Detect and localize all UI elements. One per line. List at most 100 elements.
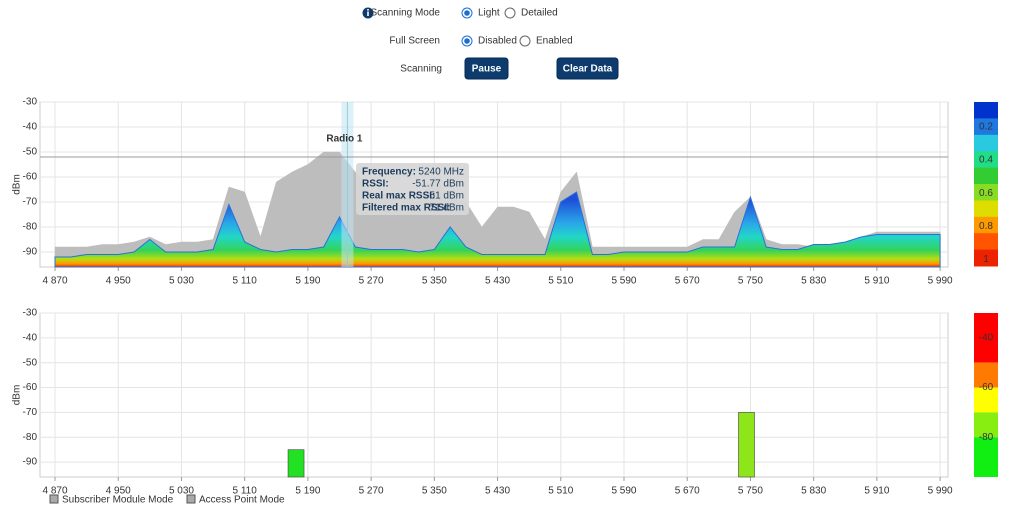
x-tick-label: 5 670 <box>675 486 700 497</box>
y-tick-label: -80 <box>23 222 38 233</box>
colorbar-label: 0.4 <box>979 155 993 166</box>
radio-label[interactable]: Enabled <box>536 36 573 47</box>
x-tick-label: 5 910 <box>864 276 889 287</box>
x-tick-label: 5 270 <box>359 276 384 287</box>
y-axis-label: dBm <box>12 174 23 195</box>
button-label[interactable]: Pause <box>472 64 502 75</box>
radio-option[interactable]: Light <box>461 7 500 19</box>
y-tick-label: -40 <box>23 332 38 343</box>
x-tick-label: 5 030 <box>169 486 194 497</box>
colorbar-label: 0.6 <box>979 188 993 199</box>
colorbar-label: 0.2 <box>979 121 993 132</box>
x-tick-label: 5 830 <box>801 276 826 287</box>
tooltip-key: RSSI: <box>362 179 389 190</box>
legend-label[interactable]: Access Point Mode <box>199 495 285 506</box>
bar <box>738 412 755 478</box>
tooltip-key: Frequency: <box>362 167 416 178</box>
x-tick-label: 4 870 <box>42 486 67 497</box>
x-tick-label: 4 870 <box>42 276 67 287</box>
button-bg[interactable] <box>556 57 619 80</box>
radio-option[interactable]: Disabled <box>461 35 517 47</box>
control-label: Scanning <box>400 64 442 75</box>
radio-label[interactable]: Disabled <box>478 36 517 47</box>
button-bg[interactable] <box>464 57 509 80</box>
button[interactable]: Pause <box>464 57 509 80</box>
tooltip-value: -71 dBm <box>426 203 464 214</box>
button[interactable]: Clear Data <box>556 57 619 80</box>
colorbar-band <box>974 362 998 388</box>
y-tick-label: -50 <box>23 357 38 368</box>
chart: 4 870 4 950 5 030 5 110 5 190 5 270 5 350 5 430… <box>12 308 998 506</box>
radio[interactable] <box>519 35 531 47</box>
tooltip-bg <box>356 163 469 215</box>
y-tick-label: -70 <box>23 197 38 208</box>
legend-swatch[interactable] <box>49 494 59 504</box>
colorbar-band <box>974 200 998 218</box>
y-tick-label: -30 <box>23 97 38 108</box>
colorbar-band <box>974 167 998 185</box>
y-tick-label: -30 <box>23 308 38 319</box>
x-tick-label: 5 350 <box>422 486 447 497</box>
annotation: Radio 1 <box>326 134 363 145</box>
tooltip-value: -51.77 dBm <box>412 179 464 190</box>
x-tick-label: 5 590 <box>611 276 636 287</box>
button-label[interactable]: Clear Data <box>563 64 613 75</box>
radio-dot[interactable] <box>464 10 470 16</box>
colorbar-band <box>974 233 998 251</box>
legend-item[interactable]: Subscriber Module Mode <box>49 494 174 506</box>
info-icon <box>362 7 374 19</box>
colorbar-label: -40 <box>979 332 994 343</box>
legend-swatch[interactable] <box>186 494 196 504</box>
colorbar-band <box>974 151 998 169</box>
tooltip-value: 5240 MHz <box>418 167 464 178</box>
x-tick-label: 5 750 <box>738 486 763 497</box>
radio-option[interactable]: Detailed <box>504 7 558 19</box>
y-tick-label: -90 <box>23 247 38 258</box>
legend-item[interactable]: Access Point Mode <box>186 494 285 506</box>
x-tick-label: 5 670 <box>675 276 700 287</box>
colorbar-label: 0.8 <box>979 221 993 232</box>
x-tick-label: 5 110 <box>233 276 258 287</box>
radio-dot[interactable] <box>464 38 470 44</box>
x-tick-label: 5 590 <box>611 486 636 497</box>
x-tick-label: 5 190 <box>295 276 320 287</box>
x-tick-label: 5 190 <box>295 486 320 497</box>
x-tick-label: 5 990 <box>928 276 953 287</box>
y-axis-label: dBm <box>12 385 23 406</box>
density-area <box>54 191 941 268</box>
colorbar-band <box>974 102 998 119</box>
x-tick-label: 5 030 <box>169 276 194 287</box>
x-tick-label: 4 950 <box>106 276 131 287</box>
plot-area <box>39 312 949 478</box>
x-tick-label: 5 910 <box>864 486 889 497</box>
radio-label[interactable]: Light <box>478 8 500 19</box>
control-label: Scanning Mode <box>371 8 441 19</box>
legend-label[interactable]: Subscriber Module Mode <box>62 495 174 506</box>
radio-label[interactable]: Detailed <box>521 8 558 19</box>
bar <box>287 449 305 478</box>
y-tick-label: -40 <box>23 122 38 133</box>
x-tick-label: 5 510 <box>548 276 573 287</box>
colorbar-band <box>974 412 998 438</box>
radio[interactable] <box>504 7 516 19</box>
colorbar-band <box>974 184 998 201</box>
tooltip-key: Real max RSSI: <box>362 191 435 202</box>
control-label: Full Screen <box>389 36 440 47</box>
x-tick-label: 5 830 <box>801 486 826 497</box>
y-tick-label: -90 <box>23 457 38 468</box>
x-tick-label: 5 270 <box>359 486 384 497</box>
chart: 4 870 4 950 5 030 5 110 5 190 5 270 5 350 5 430… <box>12 97 998 287</box>
y-tick-label: -60 <box>23 172 38 183</box>
colorbar-band <box>974 313 998 363</box>
colorbar-band <box>974 249 998 267</box>
x-tick-label: 5 510 <box>548 486 573 497</box>
radio-option[interactable]: Enabled <box>519 35 573 47</box>
x-tick-label: 4 950 <box>106 486 131 497</box>
y-tick-label: -60 <box>23 382 38 393</box>
colorbar-band <box>974 118 998 136</box>
y-tick-label: -80 <box>23 432 38 443</box>
x-tick-label: 5 430 <box>485 486 510 497</box>
colorbar-band <box>974 216 998 234</box>
